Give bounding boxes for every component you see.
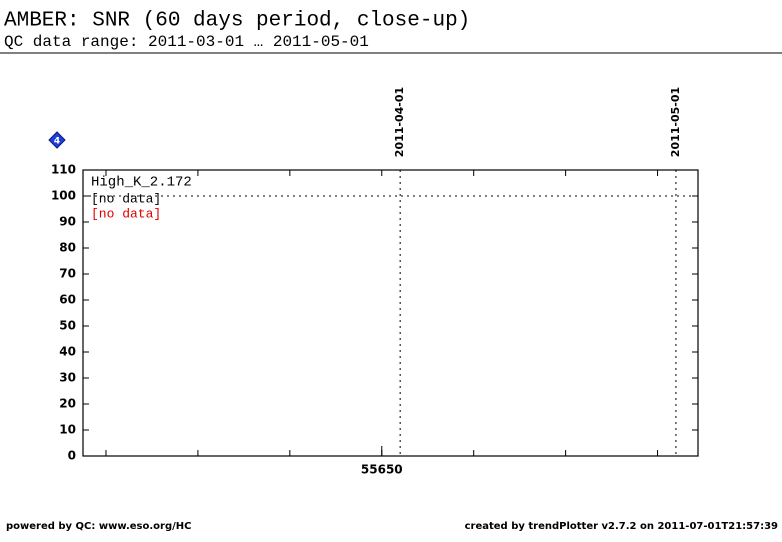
y-tick-label: 70 xyxy=(59,267,76,281)
badge-label: 4 xyxy=(54,137,60,147)
legend-entry: [no data] xyxy=(91,191,161,206)
y-tick-label: 60 xyxy=(59,293,76,307)
y-tick-label: 10 xyxy=(59,423,76,437)
y-tick-label: 80 xyxy=(59,241,76,255)
y-tick-label: 110 xyxy=(51,163,76,177)
badge-diamond xyxy=(48,131,66,149)
x-tick-label: 55650 xyxy=(361,463,403,477)
y-tick-label: 30 xyxy=(59,371,76,385)
date-marker-label: 2011-04-01 xyxy=(393,87,406,157)
date-marker-label: 2011-05-01 xyxy=(669,87,682,157)
subtitle: QC data range: 2011-03-01 … 2011-05-01 xyxy=(4,33,369,51)
y-tick-label: 0 xyxy=(68,449,76,463)
y-tick-label: 100 xyxy=(51,189,76,203)
y-tick-label: 90 xyxy=(59,215,76,229)
footer-left: powered by QC: www.eso.org/HC xyxy=(6,521,191,532)
y-tick-label: 50 xyxy=(59,319,76,333)
y-tick-label: 40 xyxy=(59,345,76,359)
legend-title: High_K_2.172 xyxy=(91,175,192,191)
y-tick-label: 20 xyxy=(59,397,76,411)
plot-frame xyxy=(82,169,699,457)
title: AMBER: SNR (60 days period, close-up) xyxy=(4,10,470,33)
footer-right: created by trendPlotter v2.7.2 on 2011-0… xyxy=(465,521,778,532)
legend-entry: [no data] xyxy=(91,206,161,221)
